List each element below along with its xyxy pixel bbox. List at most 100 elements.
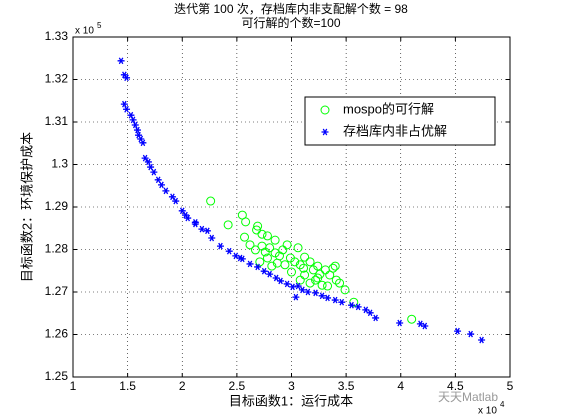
chart-title: 迭代第 100 次，存档库内非支配解个数 = 98 xyxy=(174,1,408,16)
point xyxy=(300,252,310,262)
point xyxy=(295,260,305,270)
point xyxy=(421,322,429,330)
point xyxy=(147,163,155,171)
plot-frame xyxy=(72,36,511,378)
point xyxy=(236,254,244,262)
x-tick-label: 4.5 xyxy=(447,379,464,393)
point xyxy=(362,306,370,314)
y-tick-label: 1.29 xyxy=(45,199,69,213)
point xyxy=(292,293,300,301)
point xyxy=(338,298,346,306)
point xyxy=(299,263,309,273)
point xyxy=(293,243,303,253)
point xyxy=(172,197,180,205)
y-exponent-power: 5 xyxy=(97,21,102,30)
point xyxy=(323,281,333,291)
point xyxy=(294,282,302,290)
point xyxy=(246,260,254,268)
chart-subtitle: 可行解的个数=100 xyxy=(241,15,340,30)
point xyxy=(208,234,216,242)
point xyxy=(198,225,206,233)
legend-marker xyxy=(320,105,330,115)
x-tick-label: 2.5 xyxy=(229,379,246,393)
point xyxy=(366,309,374,317)
point xyxy=(278,245,288,255)
point xyxy=(262,231,272,241)
y-tick-label: 1.26 xyxy=(45,327,69,341)
x-tick-label: 5 xyxy=(507,379,514,393)
point xyxy=(312,289,320,297)
point xyxy=(311,275,321,285)
y-tick-label: 1.33 xyxy=(45,29,69,43)
y-tick-label: 1.25 xyxy=(45,369,69,383)
point xyxy=(123,74,131,82)
y-tick-label: 1.31 xyxy=(45,114,69,128)
point xyxy=(129,116,137,124)
y-tick-label: 1.32 xyxy=(45,72,69,86)
point xyxy=(266,270,274,278)
y-tick-label: 1.28 xyxy=(45,242,69,256)
point xyxy=(318,292,326,300)
point xyxy=(272,258,282,268)
point xyxy=(340,285,350,295)
point xyxy=(270,235,280,245)
point xyxy=(267,261,277,271)
x-tick-label: 1.5 xyxy=(119,379,136,393)
x-tick-label: 4 xyxy=(397,379,404,393)
point xyxy=(277,277,285,285)
point xyxy=(257,229,267,239)
point xyxy=(304,288,312,296)
point xyxy=(133,126,141,134)
legend-label: mospo的可行解 xyxy=(343,101,434,116)
point xyxy=(206,196,216,206)
point xyxy=(354,303,362,311)
point xyxy=(372,314,380,322)
x-tick-label: 1 xyxy=(70,379,77,393)
point xyxy=(396,319,404,327)
point xyxy=(253,221,263,231)
point xyxy=(287,267,296,277)
point xyxy=(331,296,339,304)
x-exponent-base: x 10 xyxy=(478,406,497,417)
x-axis-label: 目标函数1：运行成本 xyxy=(229,393,353,408)
point xyxy=(298,286,306,294)
y-exponent-base: x 10 xyxy=(75,26,94,37)
point xyxy=(117,57,125,65)
point xyxy=(272,274,280,282)
point xyxy=(478,336,486,344)
point xyxy=(139,139,147,147)
point xyxy=(305,278,315,288)
point xyxy=(157,181,165,189)
point xyxy=(168,193,176,201)
point xyxy=(290,257,300,267)
x-tick-label: 3 xyxy=(288,379,295,393)
point xyxy=(317,280,327,290)
x-tick-label: 3.5 xyxy=(338,379,355,393)
point xyxy=(178,207,186,215)
point xyxy=(454,327,462,335)
point xyxy=(191,218,199,226)
point xyxy=(335,278,345,288)
point xyxy=(241,217,251,227)
legend-marker xyxy=(321,128,329,136)
x-exponent-power: 4 xyxy=(500,400,505,409)
y-axis-label: 目标函数2：环境保护成本 xyxy=(19,132,34,282)
y-tick-label: 1.27 xyxy=(45,284,69,298)
legend-label: 存档库内非占优解 xyxy=(343,123,447,138)
point xyxy=(141,154,149,162)
point xyxy=(123,105,131,113)
point xyxy=(407,314,417,324)
point xyxy=(254,263,262,271)
point xyxy=(283,280,291,288)
point xyxy=(330,261,340,271)
point xyxy=(255,257,265,267)
point xyxy=(467,330,475,338)
point xyxy=(162,187,170,195)
point xyxy=(348,301,356,309)
point xyxy=(144,158,152,166)
point xyxy=(262,253,272,263)
point xyxy=(331,275,341,285)
point xyxy=(295,275,305,285)
point xyxy=(305,257,315,267)
